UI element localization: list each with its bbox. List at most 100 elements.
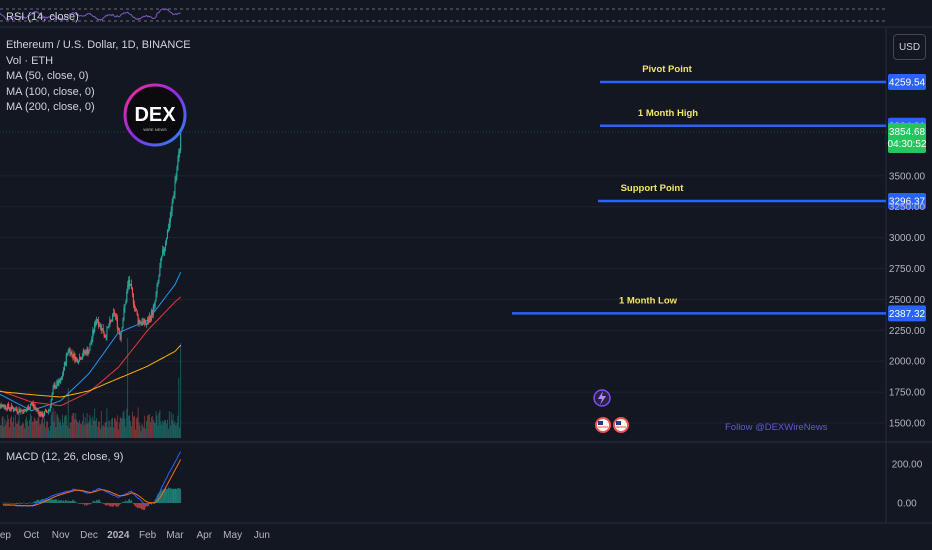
- macd-histogram-bar: [19, 502, 21, 503]
- macd-histogram-bar: [79, 503, 80, 504]
- candle-body: [175, 176, 177, 182]
- volume-bar: [65, 415, 67, 438]
- macd-histogram-bar: [128, 499, 130, 503]
- macd-histogram-bar: [77, 503, 79, 504]
- macd-histogram-bar: [119, 503, 121, 505]
- macd-histogram-bar: [130, 500, 131, 503]
- candle-body: [164, 243, 167, 248]
- candle-body: [136, 310, 138, 316]
- macd-histogram-bar: [16, 503, 18, 504]
- candle-body: [99, 324, 101, 327]
- volume-bar: [160, 421, 162, 438]
- volume-bar: [0, 425, 1, 438]
- volume-bar: [150, 422, 151, 438]
- volume-bar: [1, 417, 3, 438]
- candle-body: [61, 377, 63, 381]
- macd-histogram-bar: [50, 499, 52, 503]
- macd-histogram-bar: [90, 503, 92, 504]
- candle-body: [18, 408, 20, 413]
- volume-bar: [29, 419, 30, 438]
- volume-bar: [11, 415, 12, 438]
- macd-histogram-bar: [56, 499, 58, 503]
- candle-body: [155, 293, 157, 302]
- volume-bar: [23, 423, 25, 438]
- macd-indicator-label[interactable]: MACD (12, 26, close, 9): [6, 451, 124, 463]
- time-axis[interactable]: Sep Oct Nov Dec 2024 Feb Mar Apr May Jun: [0, 530, 270, 541]
- candle-body: [30, 402, 32, 406]
- volume-bar: [153, 422, 155, 438]
- volume-bar: [67, 388, 69, 438]
- macd-histogram-bar: [114, 503, 115, 505]
- macd-histogram-bar: [31, 503, 33, 504]
- candle-body: [101, 328, 103, 331]
- event-markers[interactable]: [593, 389, 629, 433]
- volume-bar: [86, 413, 88, 438]
- candle-body: [120, 331, 122, 340]
- macd-histogram-bar: [163, 488, 165, 503]
- candle-body: [167, 229, 169, 231]
- volume-bar: [47, 421, 48, 438]
- candlesticks: [0, 126, 182, 419]
- candle-body: [90, 342, 92, 345]
- volume-bar: [41, 419, 43, 438]
- volume-bar: [120, 418, 122, 438]
- macd-histogram-bar: [30, 502, 31, 503]
- ma50-legend[interactable]: MA (50, close, 0): [6, 70, 89, 82]
- price-axis[interactable]: 1500.00 1750.00 2000.00 2250.00 2500.00 2750.…: [889, 171, 926, 429]
- candle-body: [49, 406, 51, 411]
- volume-bar: [164, 420, 165, 438]
- volume-bar: [52, 408, 54, 438]
- candle-body: [57, 381, 59, 386]
- volume-bar: [119, 416, 121, 438]
- macd-histogram-bar: [83, 503, 85, 506]
- macd-histogram-bar: [85, 503, 87, 506]
- macd-histogram-bar: [137, 503, 139, 509]
- volume-bar: [70, 422, 72, 438]
- macd-histogram-bar: [98, 499, 99, 503]
- volume-bar: [20, 425, 22, 438]
- ma100-legend[interactable]: MA (100, close, 0): [6, 85, 95, 98]
- volume-bar: [139, 425, 141, 438]
- macd-histogram-bar: [24, 502, 26, 504]
- volume-legend[interactable]: Vol · ETH: [6, 54, 54, 67]
- volume-bar: [111, 418, 113, 438]
- volume-bars: [0, 338, 182, 438]
- macd-histogram-bar: [68, 501, 70, 503]
- us-flag-event-icon[interactable]: [595, 417, 611, 433]
- ma200-legend[interactable]: MA (200, close, 0): [6, 101, 95, 113]
- volume-bar: [30, 415, 32, 438]
- macd-histogram-bar: [34, 500, 36, 503]
- volume-bar: [28, 426, 29, 438]
- macd-histogram-bar: [21, 503, 23, 504]
- us-flag-event-icon[interactable]: [613, 417, 629, 433]
- volume-bar: [174, 421, 176, 438]
- candle-body: [48, 409, 50, 412]
- macd-histogram-bar: [177, 487, 179, 503]
- volume-bar: [167, 419, 168, 438]
- time-tick-label: Nov: [52, 530, 70, 541]
- candle-body: [62, 369, 65, 376]
- rsi-indicator-label[interactable]: RSI (14, close): [6, 11, 79, 23]
- macd-histogram-bar: [86, 503, 88, 506]
- candle-body: [113, 312, 115, 314]
- symbol-title[interactable]: Ethereum / U.S. Dollar, 1D, BINANCE: [6, 39, 191, 51]
- volume-bar: [98, 421, 99, 438]
- candle-body: [154, 300, 156, 306]
- macd-histogram-bar: [53, 499, 55, 503]
- volume-bar: [131, 426, 132, 438]
- volume-bar: [156, 415, 158, 438]
- candle-body: [131, 288, 134, 295]
- volume-bar: [82, 420, 83, 438]
- macd-histogram-bar: [70, 501, 72, 503]
- macd-histogram-bar: [111, 503, 113, 507]
- moving-average-line: [0, 296, 182, 407]
- currency-button[interactable]: USD: [893, 34, 926, 60]
- moving-average-line: [0, 344, 182, 398]
- candle-body: [88, 350, 90, 354]
- candle-body: [109, 320, 111, 327]
- volume-bar: [100, 411, 102, 438]
- candle-body: [71, 351, 73, 355]
- volume-bar: [114, 417, 115, 438]
- price-tick-label: 1750.00: [889, 388, 926, 399]
